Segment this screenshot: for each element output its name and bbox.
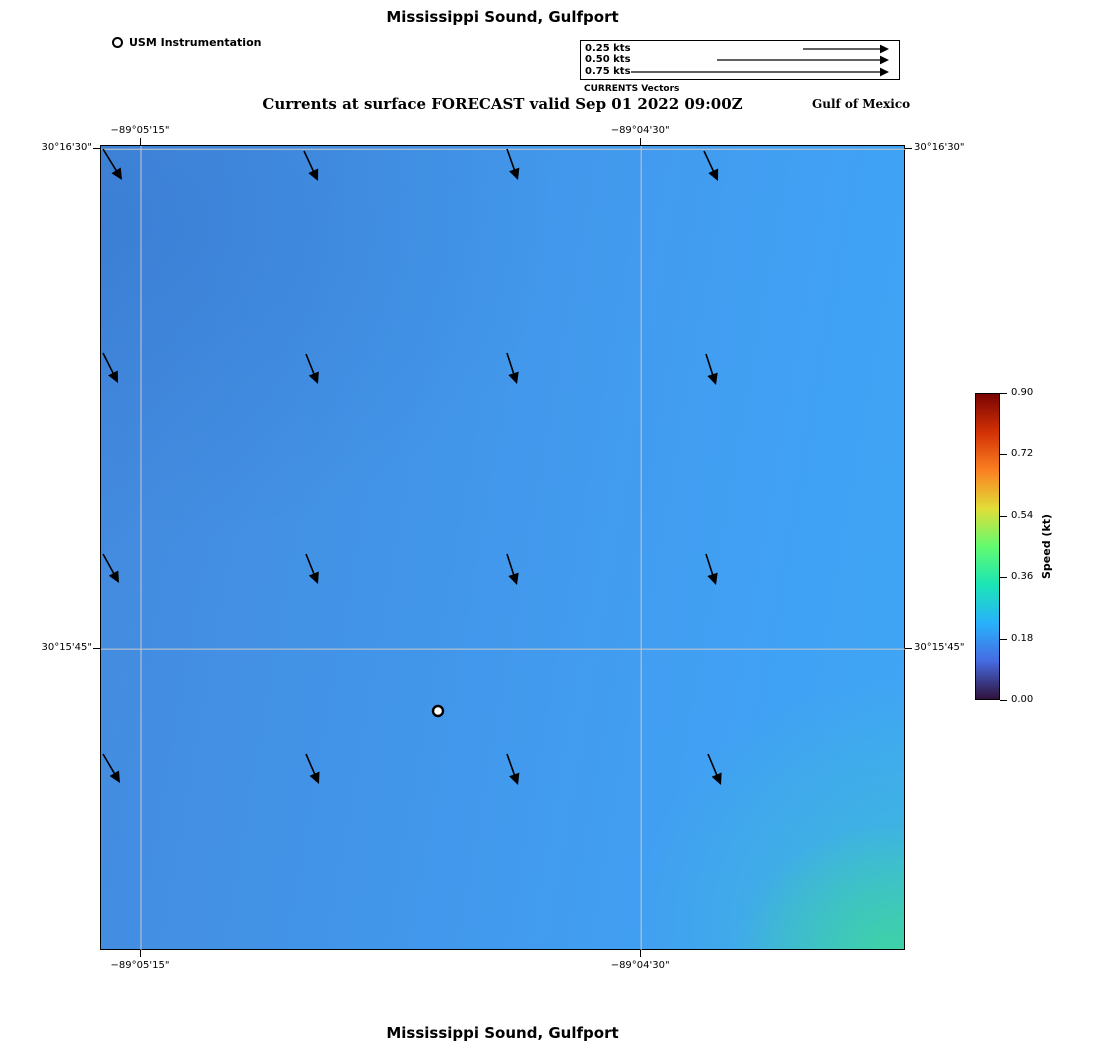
current-vector [506,148,520,180]
vector-legend-item: 0.75 kts [585,66,895,77]
y-axis-tick [905,648,912,650]
vector-legend-caption: CURRENTS Vectors [584,84,680,94]
vector-legend-item-label: 0.25 kts [585,43,631,55]
vector-legend-item-label: 0.50 kts [585,54,631,66]
colorbar-tick-label: 0.90 [1011,387,1034,398]
current-vector [305,353,319,384]
page-title: Mississippi Sound, Gulfport [386,8,619,26]
vector-legend-item: 0.50 kts [585,54,895,65]
y-tick-label-right: 30°16'30" [914,142,965,154]
y-axis-tick [93,148,100,150]
vector-field-svg [101,146,906,951]
colorbar-tick [1000,454,1007,456]
station-marker [431,704,445,718]
current-vector [703,150,719,181]
colorbar-tick-label: 0.72 [1011,448,1034,460]
colorbar-tick [1000,638,1007,640]
vector-legend-item: 0.25 kts [585,43,895,54]
y-axis-tick [905,148,912,150]
current-vector [305,553,319,584]
current-vector [705,553,718,585]
vector-legend-arrow [631,67,889,77]
colorbar-tick [1000,393,1007,394]
current-vector [102,352,118,383]
colorbar-tick-label: 0.36 [1011,571,1034,583]
colorbar-tick-label: 0.18 [1011,632,1034,644]
bottom-title: Mississippi Sound, Gulfport [386,1024,619,1042]
vector-legend-arrow [803,44,889,54]
current-vector [305,753,320,784]
station-circle-icon [112,37,123,48]
forecast-subtitle: Currents at surface FORECAST valid Sep 0… [262,95,743,113]
current-vector [506,352,519,384]
colorbar-tick [1000,700,1007,701]
colorbar-tick-label: 0.54 [1011,509,1034,521]
x-tick-label-bottom: −89°04'30" [610,960,670,971]
instrumentation-label: USM Instrumentation [129,36,262,49]
colorbar-tick [1000,577,1007,579]
x-axis-tick [640,950,642,957]
colorbar [975,393,1000,700]
current-vector [506,553,519,585]
colorbar-axis-label: Speed (kt) [1040,513,1053,580]
vector-scale-legend: 0.25 kts 0.50 kts 0.75 kts [580,40,900,80]
x-tick-label-bottom: −89°05'15" [110,960,170,971]
x-tick-label-top: −89°05'15" [110,125,170,136]
instrumentation-legend: USM Instrumentation [112,36,261,49]
colorbar-tick-label: 0.00 [1011,694,1034,705]
x-tick-label-top: −89°04'30" [610,125,670,136]
current-vector [102,753,120,783]
x-axis-tick [140,138,141,145]
x-axis-tick [640,138,642,145]
current-vector [303,150,319,181]
vector-legend-arrow [717,56,889,65]
y-axis-tick [93,648,100,650]
vector-legend-item-label: 0.75 kts [585,65,631,77]
colorbar-tick [1000,515,1007,517]
y-tick-label-right: 30°15'45" [914,642,965,654]
x-axis-tick [140,950,141,957]
current-vector [705,353,718,385]
y-tick-label-left: 30°15'45" [41,642,92,654]
current-vector-map [100,145,906,951]
current-vector [102,553,119,583]
current-vector [707,753,722,785]
current-vector [102,148,122,180]
current-vector [506,753,520,785]
region-label: Gulf of Mexico [812,97,911,111]
y-tick-label-left: 30°16'30" [41,142,92,154]
